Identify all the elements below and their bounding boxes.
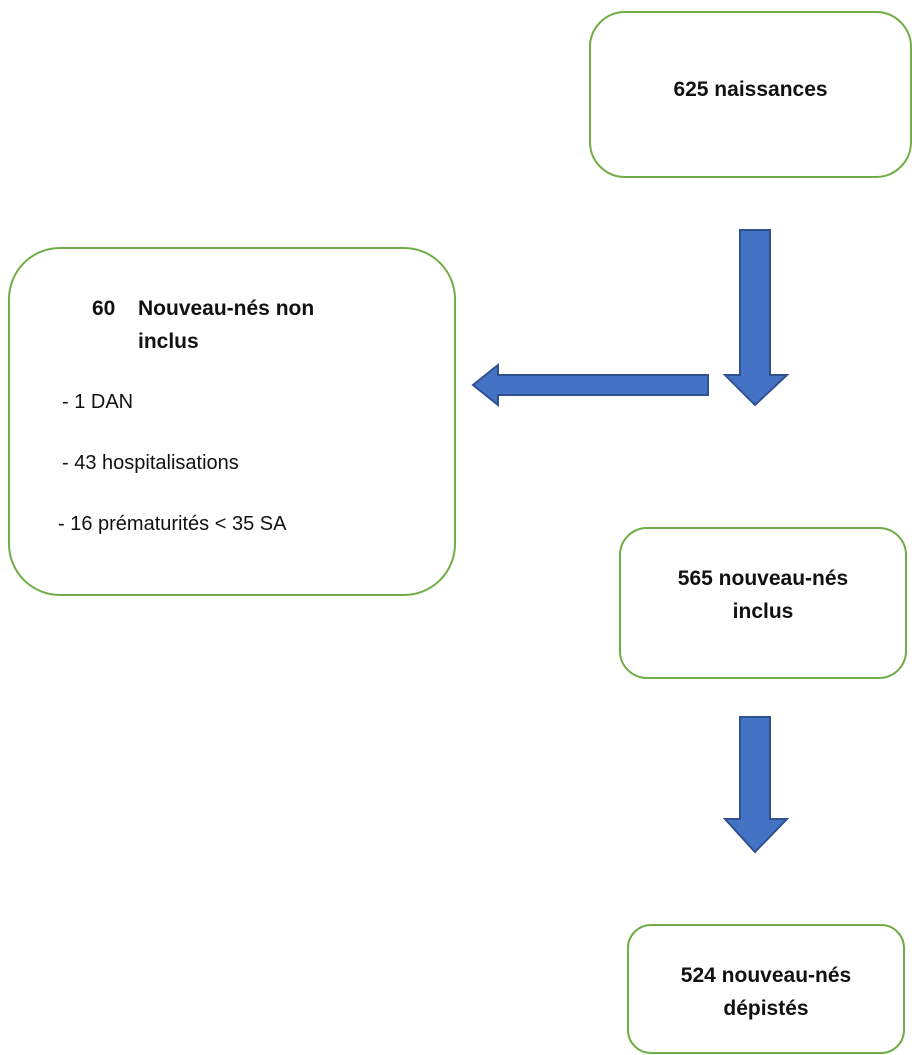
births-box: 625 naissances bbox=[589, 11, 912, 178]
arrow-left-icon bbox=[471, 363, 709, 408]
screened-label-line1: 524 nouveau-nés bbox=[680, 964, 852, 987]
included-label-line1: 565 nouveau-nés bbox=[677, 567, 849, 590]
included-box: 565 nouveau-nés inclus bbox=[619, 527, 907, 679]
excluded-title-continued: inclus bbox=[138, 330, 199, 353]
included-label-line2: inclus bbox=[732, 600, 794, 623]
excluded-item-prematurites: - 16 prématurités < 35 SA bbox=[58, 513, 287, 535]
excluded-title: Nouveau-nés non bbox=[138, 297, 315, 320]
screened-label-line2: dépistés bbox=[723, 997, 809, 1020]
excluded-box: 60 Nouveau-nés non inclus - 1 DAN - 43 h… bbox=[8, 247, 456, 596]
excluded-item-hospitalisations: - 43 hospitalisations bbox=[62, 452, 239, 474]
births-label: 625 naissances bbox=[673, 78, 828, 101]
excluded-item-dan: - 1 DAN bbox=[62, 391, 134, 413]
arrow-down-icon bbox=[722, 229, 790, 407]
screened-box: 524 nouveau-nés dépistés bbox=[627, 924, 905, 1054]
excluded-count: 60 bbox=[92, 297, 116, 320]
arrow-down-icon bbox=[722, 716, 790, 854]
